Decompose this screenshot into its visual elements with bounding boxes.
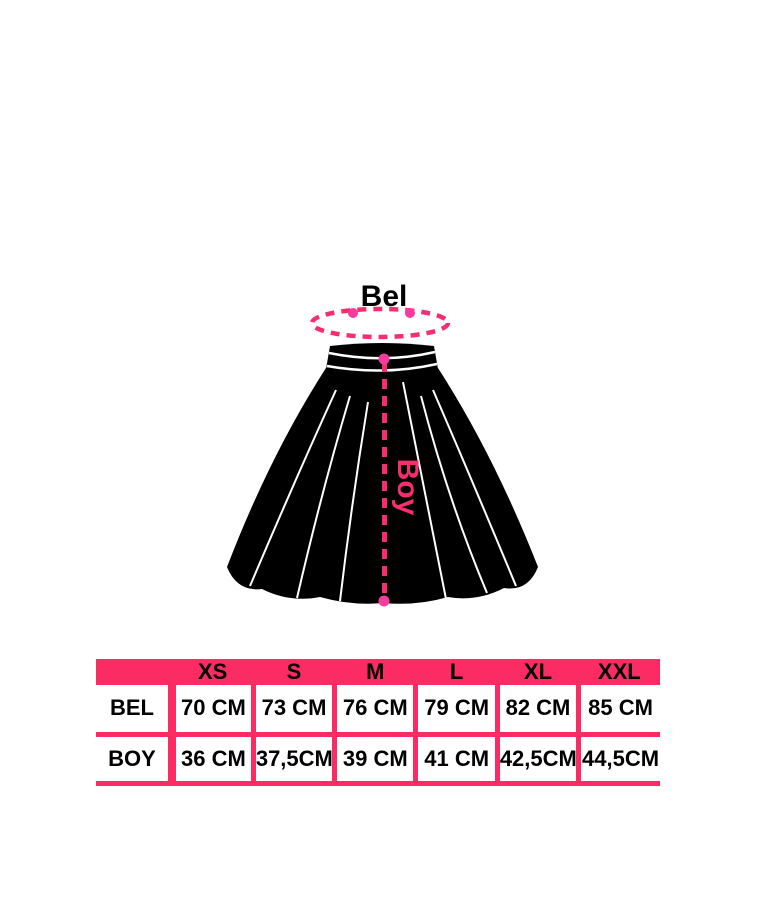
col-header-l: L bbox=[415, 659, 498, 685]
table-row-bel: BEL 70 CM 73 CM 76 CM 79 CM 82 CM 85 CM bbox=[96, 685, 660, 737]
length-measure-label: Boy bbox=[391, 459, 424, 516]
col-header-m: M bbox=[334, 659, 416, 685]
size-table: XS S M L XL XXL BEL 70 CM 73 CM 76 CM 79… bbox=[96, 659, 660, 786]
row-label-boy: BOY bbox=[96, 734, 176, 786]
bel-xxl-value: 85 CM bbox=[576, 685, 660, 737]
size-table-header-row: XS S M L XL XXL bbox=[96, 659, 660, 685]
row-label-bel: BEL bbox=[96, 685, 176, 737]
boy-s-value: 37,5CM bbox=[250, 734, 335, 786]
bel-xl-value: 82 CM bbox=[494, 685, 579, 737]
waist-measure-label: Bel bbox=[361, 280, 408, 313]
col-header-xxl: XXL bbox=[578, 659, 660, 685]
skirt-diagram: Bel Boy bbox=[227, 280, 538, 607]
boy-m-value: 39 CM bbox=[332, 734, 416, 786]
boy-xxl-value: 44,5CM bbox=[576, 734, 660, 786]
col-header-s: S bbox=[253, 659, 335, 685]
length-measure-dot-top bbox=[378, 353, 390, 365]
bel-xs-value: 70 CM bbox=[172, 685, 254, 737]
boy-xs-value: 36 CM bbox=[172, 734, 254, 786]
bel-s-value: 73 CM bbox=[250, 685, 335, 737]
col-header-xs: XS bbox=[172, 659, 254, 685]
skirt-fold-lines bbox=[249, 381, 517, 602]
boy-l-value: 41 CM bbox=[413, 734, 498, 786]
waist-measure-ellipse bbox=[309, 306, 451, 340]
corner-cell bbox=[96, 659, 172, 685]
bel-l-value: 79 CM bbox=[413, 685, 498, 737]
col-header-xl: XL bbox=[497, 659, 579, 685]
table-row-boy: BOY 36 CM 37,5CM 39 CM 41 CM 42,5CM 44,5… bbox=[96, 734, 660, 786]
boy-xl-value: 42,5CM bbox=[494, 734, 579, 786]
length-measure-dot-bottom bbox=[378, 595, 390, 607]
waist-measure-dot-right bbox=[405, 308, 415, 318]
waist-measure-dot-left bbox=[348, 308, 358, 318]
bel-m-value: 76 CM bbox=[332, 685, 416, 737]
